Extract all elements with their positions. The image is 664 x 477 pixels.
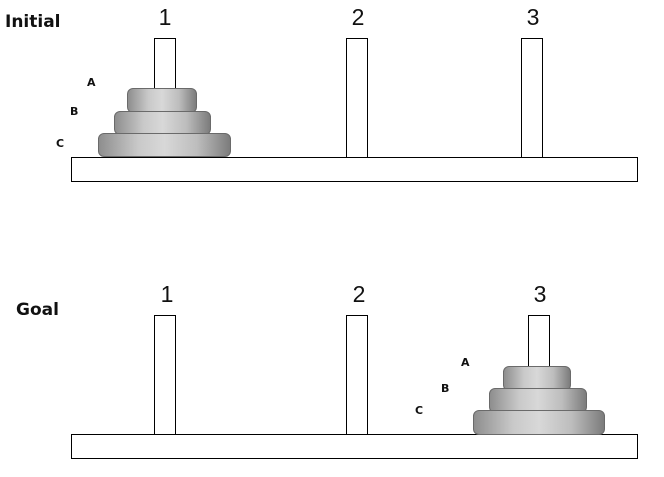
- goal-peg-number-3: 3: [533, 281, 547, 307]
- initial-peg-3: [521, 38, 543, 160]
- initial-disk-label-a: A: [87, 76, 96, 89]
- initial-state-label: Initial: [5, 12, 61, 32]
- initial-peg-number-1: 1: [158, 4, 172, 30]
- initial-peg-number-3: 3: [526, 4, 540, 30]
- goal-disk-label-a: A: [461, 356, 470, 369]
- goal-peg-number-2: 2: [352, 281, 366, 307]
- initial-disk-label-c: C: [56, 137, 65, 150]
- goal-state-label: Goal: [16, 300, 59, 320]
- goal-peg-number-1: 1: [160, 281, 174, 307]
- initial-disk-c: [98, 133, 231, 157]
- goal-disk-label-b: B: [441, 382, 450, 395]
- goal-peg-2: [346, 315, 368, 437]
- goal-base: [71, 434, 638, 459]
- goal-disk-c: [473, 410, 605, 435]
- initial-disk-a: [127, 88, 197, 113]
- goal-peg-3: [528, 315, 550, 367]
- goal-disk-label-c: C: [415, 404, 424, 417]
- initial-base: [71, 157, 638, 182]
- initial-disk-b: [114, 111, 211, 135]
- initial-peg-number-2: 2: [351, 4, 365, 30]
- goal-peg-1: [154, 315, 176, 437]
- initial-disk-label-b: B: [70, 105, 79, 118]
- initial-peg-2: [346, 38, 368, 160]
- goal-disk-a: [503, 366, 571, 391]
